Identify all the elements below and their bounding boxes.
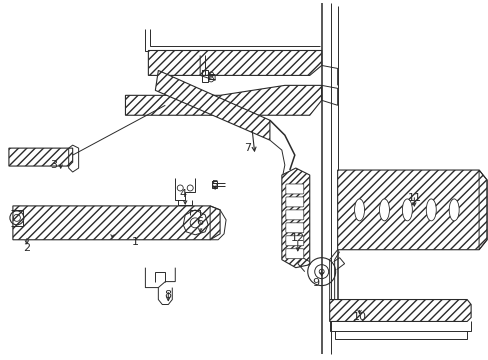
FancyBboxPatch shape: [285, 184, 303, 194]
Text: 9: 9: [311, 278, 319, 288]
Polygon shape: [337, 170, 486, 250]
FancyBboxPatch shape: [285, 249, 303, 259]
Polygon shape: [155, 71, 269, 140]
Ellipse shape: [402, 199, 411, 221]
Text: 8: 8: [164, 289, 171, 300]
Polygon shape: [281, 168, 309, 268]
Polygon shape: [125, 85, 321, 115]
Ellipse shape: [448, 199, 458, 221]
Text: 6: 6: [196, 217, 203, 227]
FancyBboxPatch shape: [285, 223, 303, 233]
Text: 2: 2: [23, 243, 30, 253]
Polygon shape: [9, 148, 73, 166]
FancyBboxPatch shape: [285, 197, 303, 207]
Polygon shape: [148, 50, 321, 75]
Text: 11: 11: [407, 193, 421, 203]
Text: 10: 10: [352, 312, 366, 323]
Polygon shape: [13, 206, 220, 240]
Text: 4: 4: [179, 189, 186, 199]
Ellipse shape: [354, 199, 364, 221]
Text: 7: 7: [244, 143, 251, 153]
FancyBboxPatch shape: [285, 236, 303, 246]
Ellipse shape: [379, 199, 388, 221]
FancyBboxPatch shape: [285, 210, 303, 220]
Text: 1: 1: [132, 237, 139, 247]
Text: 5: 5: [211, 180, 218, 190]
Text: 12: 12: [290, 233, 304, 243]
Text: 3: 3: [50, 160, 57, 170]
Polygon shape: [329, 300, 470, 321]
Ellipse shape: [426, 199, 435, 221]
